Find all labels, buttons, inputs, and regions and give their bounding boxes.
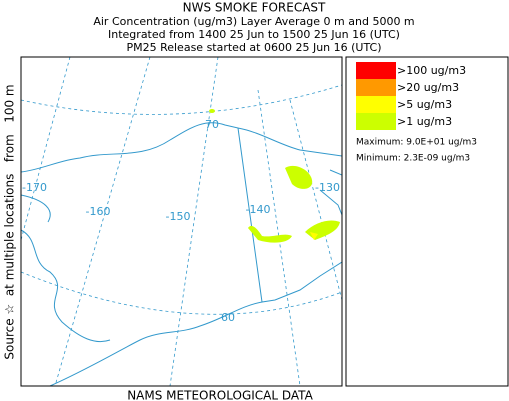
subtitle: Integrated from 1400 25 Jun to 1500 25 J… <box>108 28 400 41</box>
side-label: Source ☆ at multiple locations from 100 … <box>3 84 17 359</box>
latitude-line <box>21 271 342 315</box>
longitude-line <box>257 89 301 386</box>
legend-label: >20 ug/m3 <box>397 81 459 94</box>
legend-frame <box>345 56 509 387</box>
longitude-line <box>21 57 71 241</box>
legend-label: >1 ug/m3 <box>397 115 452 128</box>
footer: NAMS METEOROLOGICAL DATA <box>127 389 313 401</box>
border <box>237 127 342 303</box>
legend-label: >5 ug/m3 <box>397 98 452 111</box>
legend-swatch <box>356 79 396 96</box>
legend-swatch <box>356 62 396 79</box>
legend-minimum: Minimum: 2.3E-09 ug/m3 <box>356 154 470 164</box>
title: NWS SMOKE FORECAST <box>183 1 326 15</box>
map-label: -140 <box>246 203 271 216</box>
legend-swatch <box>356 96 396 113</box>
subtitle: Air Concentration (ug/m3) Layer Average … <box>93 15 414 28</box>
coastline <box>49 301 263 386</box>
smoke-area <box>310 232 318 240</box>
map-label: -130 <box>315 181 340 194</box>
longitude-line <box>289 99 342 301</box>
smoke-area <box>248 225 292 243</box>
map-label: 70 <box>205 118 219 131</box>
smoke-area <box>285 165 313 189</box>
map-label: 60 <box>221 311 235 324</box>
subtitle: PM25 Release started at 0600 25 Jun 16 (… <box>126 41 381 54</box>
coastline <box>21 229 111 343</box>
map-label: -160 <box>86 205 111 218</box>
coastline <box>21 122 342 173</box>
coastline <box>21 169 342 223</box>
map-label: -150 <box>166 210 191 223</box>
map-label: -170 <box>22 181 47 194</box>
latitude-line <box>21 84 342 115</box>
legend-swatch <box>356 113 396 130</box>
legend-label: >100 ug/m3 <box>397 64 466 77</box>
legend: Maximum: 9.0E+01 ug/m3 Minimum: 2.3E-09 … <box>345 56 509 387</box>
map: 70 -170 -160 -150 -140 -130 60 <box>20 56 343 387</box>
map-frame <box>20 56 343 387</box>
smoke-area <box>209 109 215 113</box>
legend-maximum: Maximum: 9.0E+01 ug/m3 <box>356 138 477 148</box>
